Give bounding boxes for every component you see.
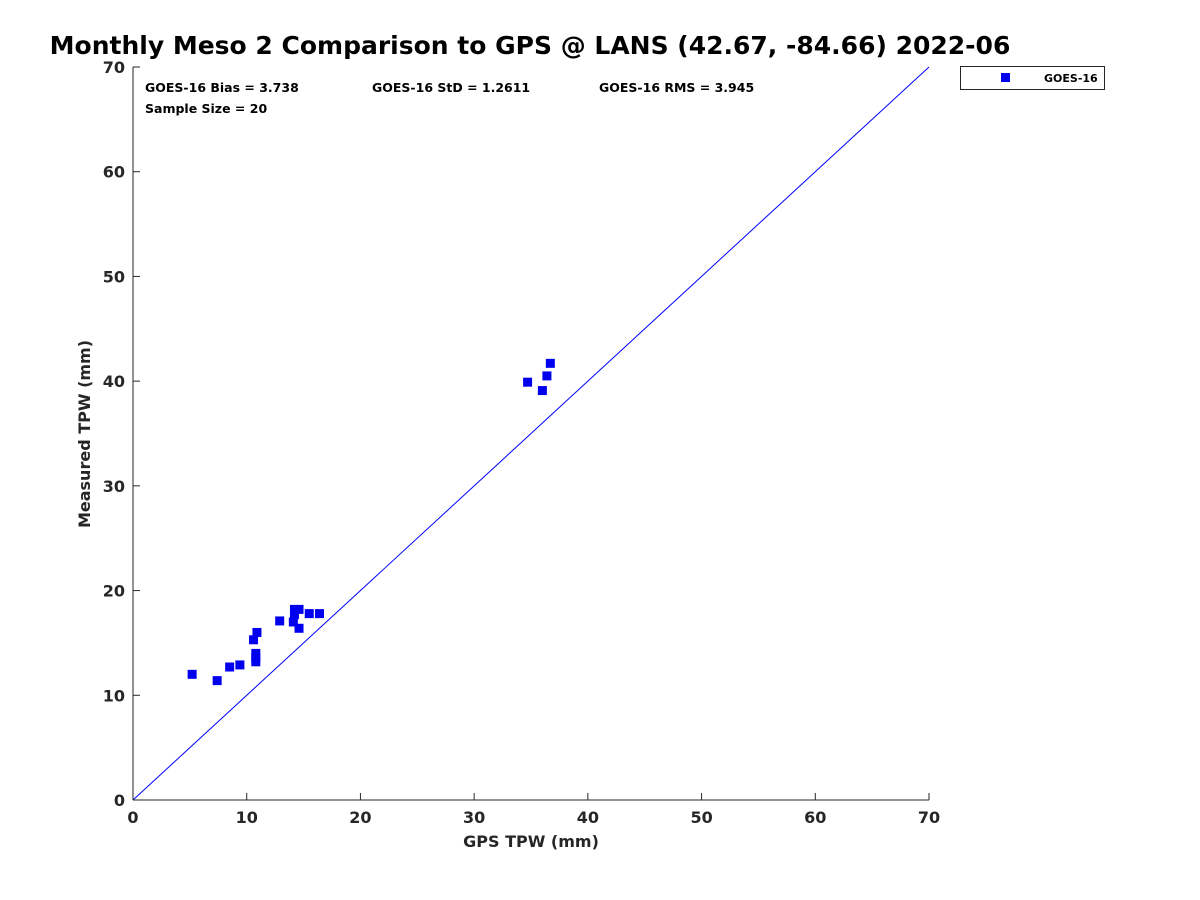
data-point: [294, 623, 304, 633]
data-point: [523, 377, 533, 387]
data-point: [289, 604, 299, 614]
x-tick-label: 60: [804, 808, 826, 827]
y-tick-label: 10: [103, 686, 125, 705]
data-point: [542, 371, 552, 381]
x-tick-label: 50: [690, 808, 712, 827]
x-tick-label: 30: [463, 808, 485, 827]
sample-size-annotation: Sample Size = 20: [145, 101, 267, 116]
y-tick-label: 0: [114, 791, 125, 810]
data-point: [314, 609, 324, 619]
x-axis-ticks: 0 10 20 30 40 50 60 70: [127, 793, 940, 827]
x-tick-label: 0: [127, 808, 138, 827]
y-tick-label: 60: [103, 163, 125, 182]
data-point: [252, 627, 262, 637]
std-annotation: GOES-16 StD = 1.2611: [372, 80, 530, 95]
legend-box: [960, 66, 1105, 90]
x-axis-label: GPS TPW (mm): [463, 832, 599, 851]
x-tick-label: 70: [918, 808, 940, 827]
data-point: [251, 648, 261, 658]
x-tick-label: 10: [236, 808, 258, 827]
data-point: [225, 662, 235, 672]
data-point: [289, 610, 299, 620]
data-point: [187, 669, 197, 679]
data-point: [545, 358, 555, 368]
data-points: [187, 358, 555, 686]
data-point: [288, 617, 298, 627]
y-tick-label: 70: [103, 58, 125, 77]
data-point: [212, 676, 222, 686]
data-point: [304, 609, 314, 619]
legend: GOES-16: [960, 66, 1105, 90]
data-point: [294, 604, 304, 614]
x-tick-label: 40: [577, 808, 599, 827]
data-point: [235, 660, 245, 670]
y-tick-label: 50: [103, 267, 125, 286]
y-tick-label: 40: [103, 372, 125, 391]
one-to-one-reference-line: [132, 66, 930, 801]
y-axis-label: Measured TPW (mm): [75, 340, 94, 528]
bias-annotation: GOES-16 Bias = 3.738: [145, 80, 299, 95]
x-tick-label: 20: [349, 808, 371, 827]
data-point: [537, 386, 547, 396]
y-tick-label: 20: [103, 582, 125, 601]
legend-label: GOES-16: [1044, 72, 1098, 85]
y-axis-ticks: 0 10 20 30 40 50 60 70: [103, 58, 140, 810]
chart-title: Monthly Meso 2 Comparison to GPS @ LANS …: [50, 31, 1011, 60]
rms-annotation: GOES-16 RMS = 3.945: [599, 80, 754, 95]
plot-area: 0 10 20 30 40 50 60 70 0 10 20 30 40 50 60 70: [103, 58, 940, 827]
legend-marker-square-icon: [1001, 73, 1010, 82]
data-point: [275, 616, 285, 626]
y-tick-label: 30: [103, 477, 125, 496]
data-point: [249, 635, 259, 645]
